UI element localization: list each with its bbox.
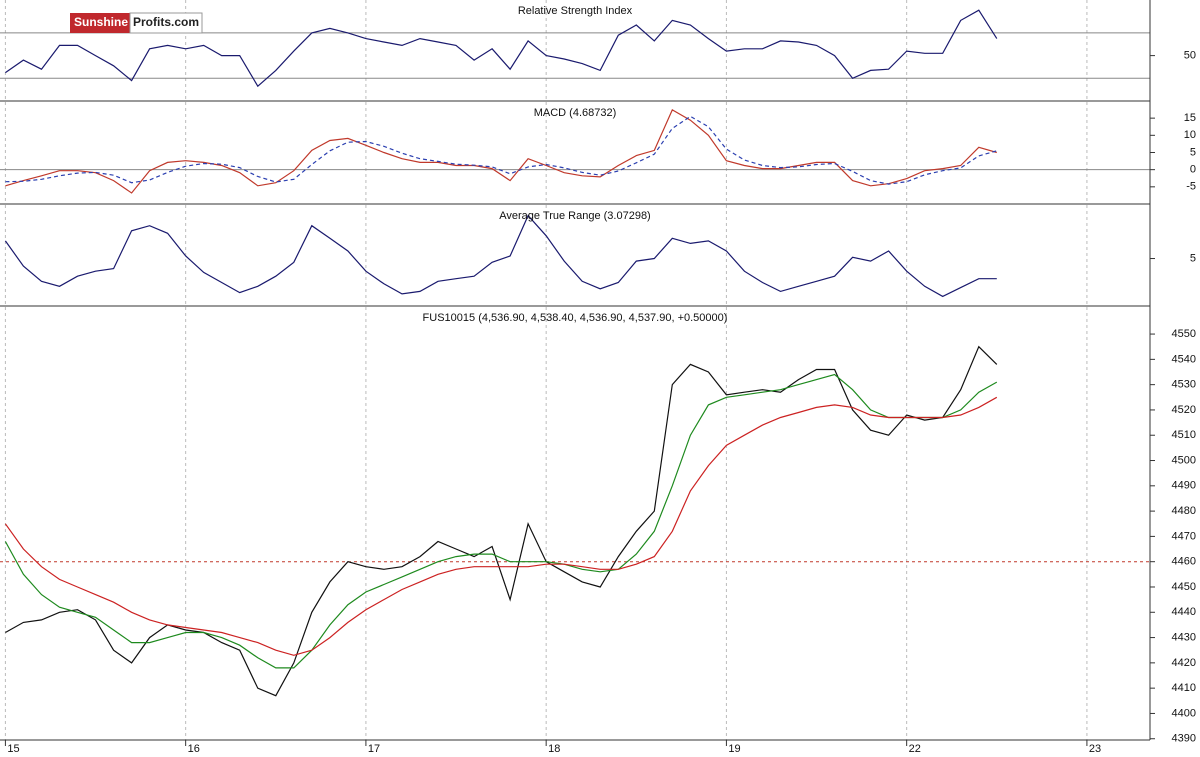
x-tick-label: 15: [7, 743, 19, 755]
y-tick-label: 50: [1184, 50, 1196, 62]
series-line: [5, 115, 997, 185]
y-tick-label: 4470: [1172, 530, 1196, 542]
y-tick-label: -5: [1186, 181, 1196, 193]
x-tick-label: 17: [368, 743, 380, 755]
x-tick-label: 16: [188, 743, 200, 755]
panel-title: MACD (4.68732): [534, 107, 617, 119]
series-line: [4, 373, 998, 669]
panel-title: FUS10015 (4,536.90, 4,538.40, 4,536.90, …: [423, 312, 728, 324]
logo-box: [70, 13, 130, 33]
y-tick-label: 10: [1184, 129, 1196, 141]
y-tick-label: 4550: [1172, 328, 1196, 340]
y-tick-label: 5: [1190, 146, 1196, 158]
logo-box: [129, 12, 203, 34]
y-tick-label: 4440: [1172, 606, 1196, 618]
y-tick-label: 4540: [1172, 353, 1196, 365]
y-tick-label: 4510: [1172, 429, 1196, 441]
y-tick-label: 0: [1190, 164, 1196, 176]
y-tick-label: 4520: [1172, 404, 1196, 416]
logo-text: Profits.com: [133, 15, 199, 29]
x-tick-label: 18: [548, 743, 560, 755]
panel-title: Average True Range (3.07298): [499, 210, 650, 222]
y-tick-label: 4390: [1172, 733, 1196, 745]
y-tick-label: 4400: [1172, 707, 1196, 719]
x-tick-label: 23: [1089, 743, 1101, 755]
logo-text: Sunshine: [74, 15, 128, 29]
x-tick-label: 22: [909, 743, 921, 755]
series-line: [4, 396, 998, 656]
y-tick-label: 4530: [1172, 379, 1196, 391]
panel-title: Relative Strength Index: [518, 5, 633, 17]
y-tick-label: 5: [1190, 252, 1196, 264]
y-tick-label: 4490: [1172, 480, 1196, 492]
y-tick-label: 4480: [1172, 505, 1196, 517]
y-tick-label: 4460: [1172, 556, 1196, 568]
y-tick-label: 4410: [1172, 682, 1196, 694]
x-tick-label: 19: [728, 743, 740, 755]
y-tick-label: 4450: [1172, 581, 1196, 593]
y-tick-label: 15: [1184, 112, 1196, 124]
series-line: [4, 214, 997, 298]
series-line: [5, 9, 998, 88]
y-tick-label: 4430: [1172, 631, 1196, 643]
y-tick-label: 4420: [1172, 657, 1196, 669]
series-line: [5, 109, 997, 194]
logo: Sunshine Profits.com: [70, 12, 203, 34]
y-tick-label: 4500: [1172, 454, 1196, 466]
